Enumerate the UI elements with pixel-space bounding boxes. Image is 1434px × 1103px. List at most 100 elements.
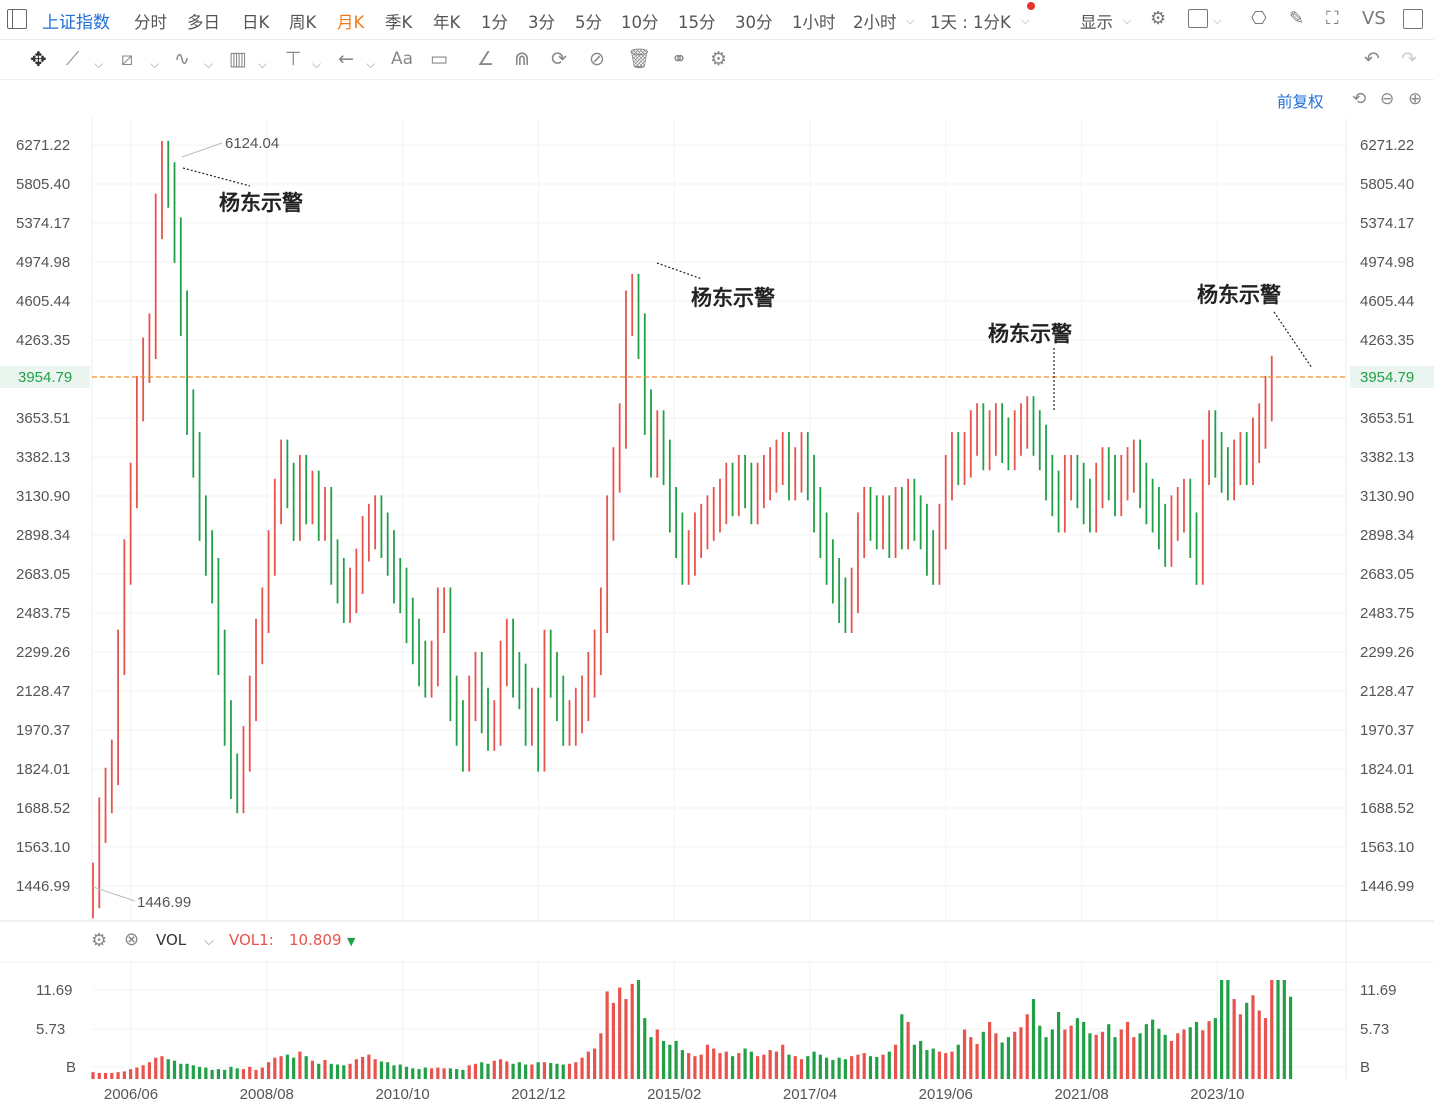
- symbol-selector[interactable]: 上证指数: [42, 13, 110, 33]
- tf-intraday[interactable]: 分时: [134, 13, 167, 32]
- sync-icon[interactable]: ⟳: [551, 48, 567, 70]
- volume-bar: [1157, 1028, 1161, 1079]
- volume-tick-label: 5.73: [36, 1021, 65, 1038]
- volume-close-icon[interactable]: ⊗: [124, 929, 140, 950]
- tf-15min[interactable]: 15分: [678, 13, 716, 32]
- visibility-icon[interactable]: ⚭: [671, 48, 687, 70]
- magnet-icon[interactable]: ⋒: [514, 48, 530, 70]
- volume-bar: [417, 1069, 421, 1079]
- tf-1hour[interactable]: 1小时: [792, 13, 836, 32]
- reset-chart-icon[interactable]: ⟲: [1352, 89, 1367, 109]
- volume-bar: [856, 1054, 860, 1079]
- volume-bar: [1257, 1010, 1261, 1079]
- volume-bar: [179, 1063, 183, 1079]
- volume-bar: [542, 1062, 547, 1079]
- volume-bar: [693, 1056, 697, 1079]
- tf-3min[interactable]: 3分: [528, 13, 555, 32]
- volume-bar: [216, 1069, 220, 1079]
- wave-tool-icon[interactable]: ∿: [174, 48, 190, 70]
- volume-bar: [630, 983, 634, 1079]
- chevron-down-icon[interactable]: ⌵: [204, 57, 214, 71]
- camera-icon[interactable]: ⎔: [1251, 8, 1267, 29]
- current-price-label-left: 3954.79: [18, 369, 72, 386]
- volume-settings-icon[interactable]: ⚙: [91, 930, 108, 951]
- volume-bar: [680, 1050, 684, 1079]
- tf-1min[interactable]: 1分: [481, 13, 508, 32]
- tf-yearly[interactable]: 年K: [433, 13, 461, 32]
- sidebar-toggle-icon[interactable]: [7, 9, 27, 29]
- compare-vs[interactable]: VS: [1362, 8, 1386, 29]
- tf-5min[interactable]: 5分: [575, 13, 602, 32]
- chevron-down-icon[interactable]: ⌵: [1021, 14, 1030, 27]
- trash-icon[interactable]: 🗑: [627, 48, 652, 70]
- annotation-4[interactable]: 杨东示警: [1197, 283, 1281, 307]
- chevron-down-icon[interactable]: ⌵: [258, 57, 268, 71]
- redo-icon[interactable]: ↷: [1401, 48, 1417, 70]
- volume-bar: [442, 1068, 446, 1079]
- volume-bar: [599, 1033, 603, 1079]
- tf-10min[interactable]: 10分: [621, 13, 659, 32]
- chevron-down-icon[interactable]: ⌵: [204, 934, 214, 949]
- chevron-down-icon[interactable]: ⌵: [312, 57, 322, 71]
- arrow-tool-icon[interactable]: ←: [338, 48, 354, 70]
- move-cross-icon[interactable]: ✥: [30, 47, 47, 71]
- volume-bar: [254, 1069, 258, 1079]
- volume-bar: [1226, 980, 1230, 1079]
- volume-bar: [944, 1053, 948, 1079]
- trendline-tool-icon[interactable]: ⟋: [66, 48, 80, 70]
- volume-bar: [1182, 1029, 1186, 1079]
- channel-tool-icon[interactable]: ⧄: [121, 48, 134, 70]
- tf-daily[interactable]: 日K: [242, 13, 270, 32]
- drawing-settings-icon[interactable]: ⚙: [710, 48, 728, 70]
- chevron-down-icon[interactable]: ⌵: [150, 57, 160, 71]
- top-toolbar: 上证指数 分时 多日 日K 周K 月K 季K 年K 1分 3分 5分 10分 1…: [0, 0, 1434, 40]
- tf-weekly[interactable]: 周K: [289, 13, 317, 32]
- volume-indicator-name[interactable]: VOL: [156, 931, 187, 949]
- volume-bar: [674, 1040, 678, 1079]
- hide-drawings-icon[interactable]: ⊘: [589, 48, 605, 70]
- layout-icon[interactable]: [1188, 9, 1208, 28]
- x-tick-label: 2012/12: [511, 1086, 565, 1103]
- annotation-2[interactable]: 杨东示警: [691, 286, 775, 310]
- measure-tool-icon[interactable]: ▥: [229, 48, 247, 70]
- tf-monthly[interactable]: 月K: [337, 13, 365, 32]
- volume-bar: [862, 1053, 866, 1079]
- undo-icon[interactable]: ↶: [1364, 48, 1380, 70]
- volume-bar: [298, 1051, 302, 1079]
- y-tick-label: 3130.90: [16, 488, 70, 505]
- volume-bar: [1088, 1033, 1092, 1079]
- tf-2hour[interactable]: 2小时: [853, 13, 897, 32]
- tf-quarterly[interactable]: 季K: [385, 13, 413, 32]
- annotation-4-pointer: [1273, 311, 1313, 369]
- price-adjust-menu[interactable]: 前复权: [1277, 93, 1324, 111]
- chevron-down-icon[interactable]: ⌵: [1123, 14, 1132, 27]
- right-panel-icon[interactable]: [1403, 9, 1423, 29]
- fullscreen-icon[interactable]: ⛶: [1326, 8, 1339, 29]
- high-pointer: [181, 142, 223, 158]
- volume-bar: [1100, 1031, 1105, 1079]
- zoom-out-icon[interactable]: ⊖: [1380, 89, 1395, 109]
- custom-period[interactable]: 1天 : 1分K: [930, 13, 1011, 32]
- volume-series-label: VOL1:: [229, 931, 274, 949]
- pencil-icon[interactable]: ✎: [1289, 8, 1305, 29]
- volume-bar: [611, 1002, 616, 1079]
- y-tick-label: 1688.52: [1360, 800, 1414, 817]
- candles: [92, 140, 1273, 919]
- annotation-1[interactable]: 杨东示警: [219, 191, 303, 215]
- chevron-down-icon[interactable]: ⌵: [1213, 14, 1222, 27]
- fib-tool-icon[interactable]: ⊤: [285, 48, 302, 70]
- zoom-in-icon[interactable]: ⊕: [1408, 89, 1423, 109]
- tf-multiday[interactable]: 多日: [187, 13, 220, 32]
- display-menu[interactable]: 显示: [1080, 13, 1113, 32]
- chevron-down-icon[interactable]: ⌵: [94, 57, 104, 71]
- chevron-down-icon[interactable]: ⌵: [366, 57, 376, 71]
- tf-30min[interactable]: 30分: [735, 13, 773, 32]
- angle-tool-icon[interactable]: ∠: [477, 48, 495, 70]
- text-tool-icon[interactable]: Aa: [391, 49, 414, 69]
- annotation-3[interactable]: 杨东示警: [988, 322, 1072, 346]
- volume-bar: [1038, 1025, 1042, 1079]
- settings-gear-icon[interactable]: ⚙: [1150, 8, 1167, 29]
- chevron-down-icon[interactable]: ⌵: [906, 14, 915, 27]
- note-tool-icon[interactable]: ▭: [430, 48, 448, 70]
